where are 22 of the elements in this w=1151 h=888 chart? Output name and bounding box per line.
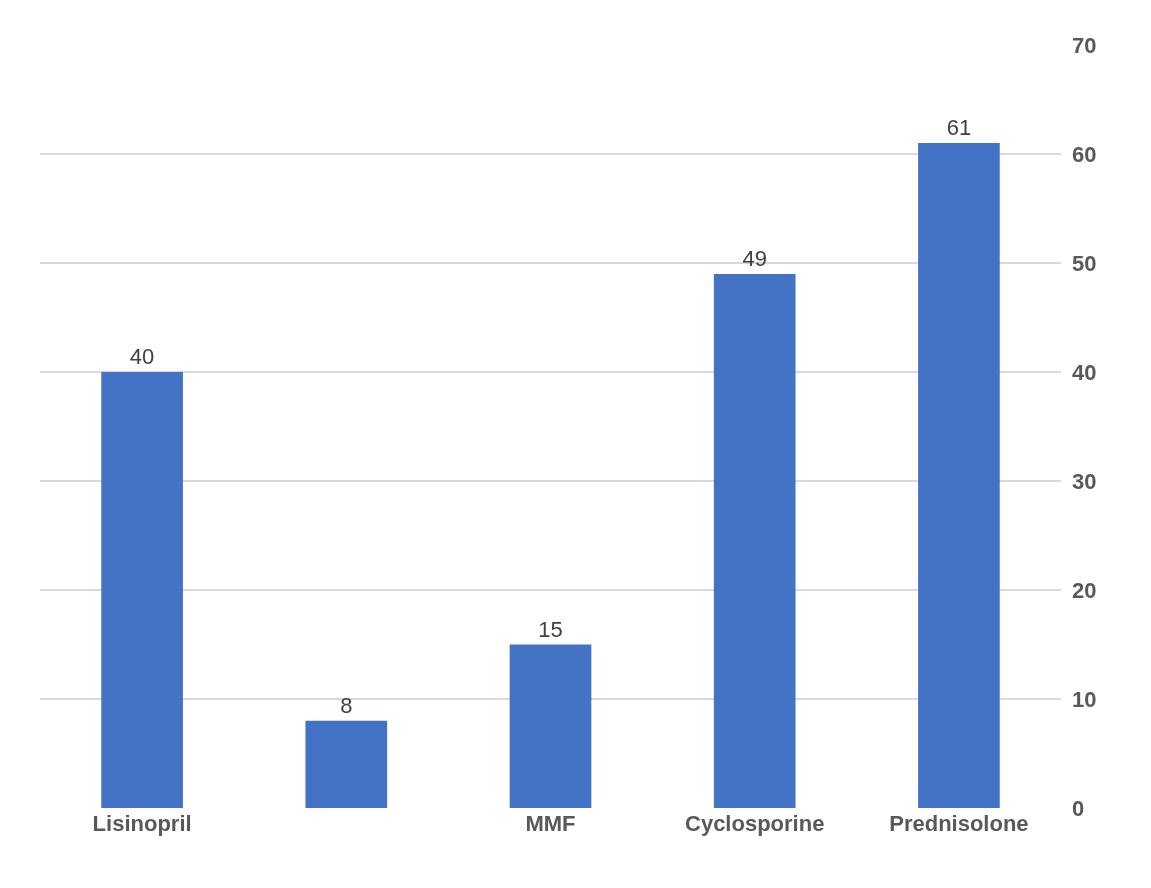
- y-tick-label: 10: [1072, 686, 1097, 712]
- x-tick-label: Lisinopril: [92, 811, 192, 836]
- bar: [918, 143, 1000, 808]
- y-tick-label: 20: [1072, 577, 1097, 603]
- x-tick-label: Prednisolone: [889, 811, 1029, 836]
- y-tick-label: 0: [1072, 795, 1085, 821]
- bar: [713, 273, 796, 808]
- x-tick-label: MMF: [525, 811, 576, 836]
- data-label: 61: [946, 115, 972, 141]
- x-tick-label: Cyclosporine: [685, 811, 825, 836]
- bar: [305, 720, 388, 808]
- y-tick-label: 50: [1072, 250, 1097, 276]
- data-label: 49: [742, 245, 767, 271]
- data-label: 40: [129, 344, 155, 369]
- y-tick-label: 30: [1072, 468, 1097, 494]
- y-tick-label: 40: [1072, 359, 1097, 385]
- bar: [509, 644, 592, 808]
- data-label: 15: [538, 616, 563, 642]
- bar: [101, 372, 183, 808]
- y-tick-label: 70: [1072, 32, 1097, 58]
- y-tick-label: 60: [1072, 141, 1097, 167]
- data-label: 8: [340, 692, 353, 718]
